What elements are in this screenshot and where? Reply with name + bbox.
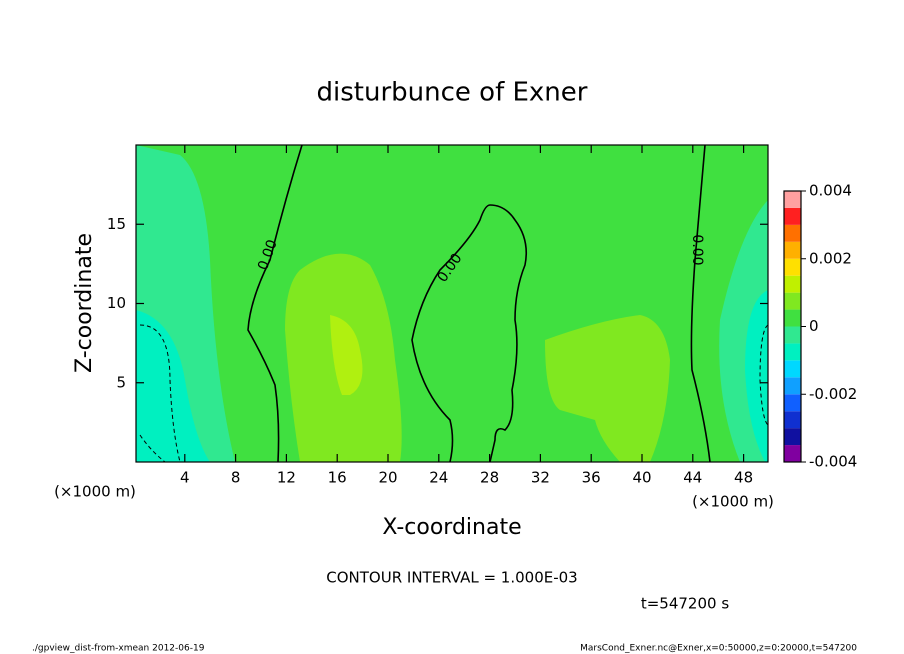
x-tick-label: 48 [734, 469, 753, 487]
colorbar-tick-label: 0.004 [809, 182, 852, 200]
contour-line [247, 144, 303, 463]
colorbar-cell [784, 258, 801, 276]
contour-fill [136, 310, 210, 462]
colorbar-tick-label: -0.002 [809, 385, 857, 403]
contour-label: 0.00 [689, 234, 705, 265]
colorbar-cell [784, 428, 801, 446]
colorbar-cell [784, 241, 801, 259]
colorbar-cell [784, 343, 801, 361]
y-tick-label: 10 [107, 294, 126, 312]
colorbar-cell [784, 207, 801, 225]
x-tick-label: 24 [429, 469, 448, 487]
colorbar-cell [784, 445, 801, 462]
x-unit: (×1000 m) [692, 493, 774, 511]
contour-fill [545, 315, 670, 462]
footer-left: ./gpview_dist-from-xmean 2012-06-19 [32, 644, 205, 654]
colorbar-cell [784, 224, 801, 242]
colorbar-cell [784, 377, 801, 395]
contour-fill [136, 145, 768, 462]
colorbar-cell [784, 275, 801, 293]
contour-line-dashed [139, 324, 181, 463]
x-tick-label: 4 [180, 469, 190, 487]
colorbar-cell [784, 360, 801, 378]
contour-line-dashed [759, 324, 769, 426]
colorbar-cell [784, 394, 801, 412]
colorbar-tick-label: 0.002 [809, 249, 852, 267]
x-tick-label: 28 [480, 469, 499, 487]
colorbar-tick-label: -0.004 [809, 453, 857, 471]
contour-line-dashed [139, 434, 166, 463]
field [136, 144, 769, 463]
colorbar-tick-label: 0 [809, 317, 819, 335]
y-axis-label: Z-coordinate [72, 233, 97, 373]
colorbar-cell [784, 191, 801, 208]
colorbar-cell [784, 411, 801, 429]
colorbar-cell [784, 309, 801, 327]
x-tick-label: 20 [378, 469, 397, 487]
y-tick-label: 15 [107, 215, 126, 233]
x-axis-label: X-coordinate [382, 515, 521, 540]
x-tick-label: 32 [531, 469, 550, 487]
contour-fill [745, 290, 768, 462]
y-tick-label: 5 [116, 373, 126, 391]
x-tick-label: 36 [582, 469, 601, 487]
chart-title: disturbunce of Exner [317, 78, 588, 108]
x-tick-label: 16 [328, 469, 347, 487]
contour-note: CONTOUR INTERVAL = 1.000E-03 [326, 569, 577, 587]
x-unit: (×1000 m) [54, 483, 136, 501]
contour-fill [330, 315, 363, 395]
colorbar-cell [784, 292, 801, 310]
x-tick-label: 44 [683, 469, 702, 487]
footer-right: MarsCond_Exner.nc@Exner,x=0:50000,z=0:20… [580, 644, 857, 654]
contour-line [690, 144, 711, 463]
contour-line [411, 204, 528, 463]
x-tick-label: 12 [277, 469, 296, 487]
x-tick-label: 8 [231, 469, 241, 487]
colorbar-cell [784, 326, 801, 344]
x-tick-label: 40 [632, 469, 651, 487]
time-label: t=547200 s [641, 595, 729, 613]
